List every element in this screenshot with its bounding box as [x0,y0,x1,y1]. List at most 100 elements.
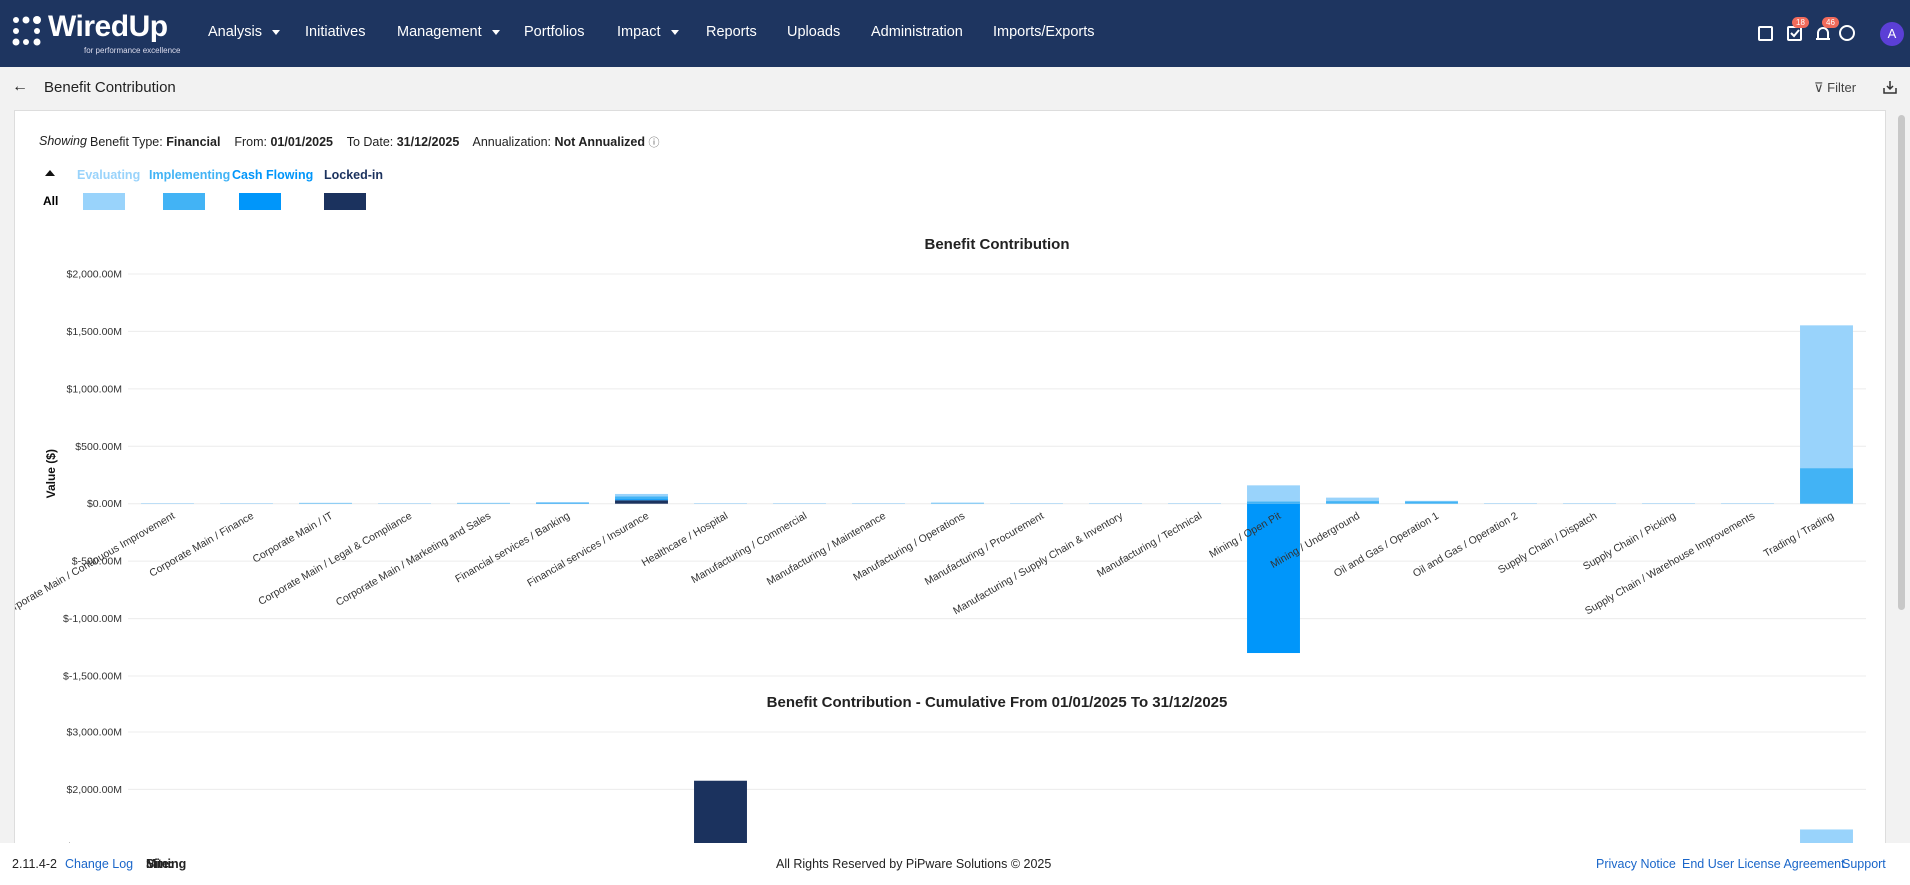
bar-segment [931,503,984,504]
nav-label[interactable]: Imports/Exports [993,24,1095,40]
nav-item[interactable]: Management [397,0,500,67]
chart-title: Benefit Contribution [925,236,1070,253]
y-tick-label: $3,000.00M [67,727,122,739]
legend-label[interactable]: Implementing [149,168,231,182]
bar-segment [1247,503,1300,654]
support-link[interactable]: Support [1842,857,1886,871]
nav-item[interactable]: Imports/Exports [993,0,1095,67]
bar-segment [536,502,589,504]
nav-label[interactable]: Reports [706,24,757,40]
task-badge: 18 [1792,17,1809,28]
privacy-link[interactable]: Privacy Notice [1596,857,1676,871]
x-tick-label: Corporate Main / Legal & Compliance [256,510,414,608]
showing: Showing [39,134,87,148]
bar-segment [299,503,352,504]
legend-all[interactable]: All [43,194,59,208]
bar-segment [220,503,273,504]
y-tick-label: $-500.00M [72,556,122,568]
bar-segment [1563,503,1616,504]
bar-segment [615,496,668,500]
nav-item[interactable]: Administration [871,0,963,67]
change-log[interactable]: Change Log [65,857,134,871]
bar-segment [1800,325,1853,469]
summary-line: Benefit Type: Financial From: 01/01/2025… [90,134,660,150]
collapse-icon[interactable] [44,169,56,177]
filter-label[interactable]: Filter [1827,80,1857,95]
legend-swatch[interactable] [239,193,281,210]
bar-segment [1326,497,1379,502]
y-tick-label: $0.00M [87,498,122,510]
bar-segment [615,493,668,497]
y-tick-label: $-1,500.00M [63,671,122,683]
x-tick-label: Corporate Main / Continuous Improvement [15,510,177,620]
legend-swatch[interactable] [83,193,125,210]
nav-item[interactable]: Analysis [208,0,280,67]
y-tick-label: $2,000.00M [67,269,122,281]
legend-label[interactable]: Evaluating [77,168,141,182]
nav-label[interactable]: Uploads [787,24,841,40]
nav-label[interactable]: Analysis [208,24,262,40]
dropdown-caret[interactable] [491,29,500,35]
bar-segment [1247,501,1300,504]
bar-segment [1247,485,1300,502]
eula-link[interactable]: End User License Agreement [1682,857,1845,871]
nav-label[interactable]: Administration [871,24,963,40]
charts: Benefit Contribution Value ($) $2,000.00M $… [15,236,1866,844]
chart-title: Benefit Contribution - Cumulative From 0… [767,694,1228,711]
nav-item[interactable]: Uploads [787,0,840,67]
legend-swatch[interactable] [163,193,205,210]
legend-label[interactable]: Cash Flowing [232,168,314,182]
scrollbar[interactable] [1898,115,1905,610]
bar-segment [1405,500,1458,502]
value: 01/01/2025 [270,135,334,149]
version: 2.11.4-2 [12,857,57,871]
value: Not Annualized [554,135,646,149]
bar-segment [457,503,510,504]
copyright: All Rights Reserved by PiPware Solutions… [776,857,1052,871]
y-tick-label: $1,500.00M [67,326,122,338]
bar-segment [536,503,589,504]
logo-dots [12,16,41,46]
nav-label[interactable]: Management [397,24,482,40]
nav-label[interactable]: Portfolios [524,24,585,40]
bar-segment [1800,468,1853,504]
back-arrow[interactable]: ← [12,78,28,95]
bar-segment [615,500,668,504]
avatar[interactable]: A [1880,22,1904,46]
y-tick-label: $-1,000.00M [63,613,122,625]
label: Benefit Type: [90,135,163,149]
y-tick-label: $1,000.00M [67,383,122,395]
toolbar-icons [1758,25,1855,41]
nav-label[interactable]: Impact [617,24,661,40]
legend-label[interactable]: Locked-in [324,168,384,182]
y-tick-label: $500.00M [75,441,122,453]
filter-button[interactable]: ⊽ Filter [1814,80,1857,95]
export-icon[interactable] [1882,79,1898,95]
label: Annualization: [472,135,552,149]
bar-segment [931,502,984,504]
bar-segment [1089,503,1142,504]
bar-segment [1326,501,1379,504]
tagline: for performance excellence [84,46,181,55]
logo[interactable]: WiredUp [48,10,168,43]
nav-item[interactable]: Reports [706,0,757,67]
dropdown-caret[interactable] [670,29,679,35]
bar-segment [1642,503,1695,504]
bar-segment [141,503,194,504]
bar-segment [1168,503,1221,504]
nav-label[interactable]: Initiatives [305,24,366,40]
nav-item[interactable]: Initiatives [305,0,365,67]
nav-item[interactable]: Impact [617,0,679,67]
x-tick-label: Corporate Main / IT [251,510,336,566]
value: 31/12/2025 [396,135,460,149]
bar-segment [1405,501,1458,504]
nav-item[interactable]: Portfolios [524,0,584,67]
value: Financial [166,135,221,149]
info-icon[interactable]: ⓘ [648,137,660,149]
dropdown-caret[interactable] [272,29,280,35]
page-title: Benefit Contribution [44,79,176,96]
bar-segment [1721,503,1774,504]
card: Showing Benefit Type: Financial From: 01… [14,110,1886,845]
notification-badge: 46 [1822,17,1839,28]
legend-swatch[interactable] [324,193,366,210]
